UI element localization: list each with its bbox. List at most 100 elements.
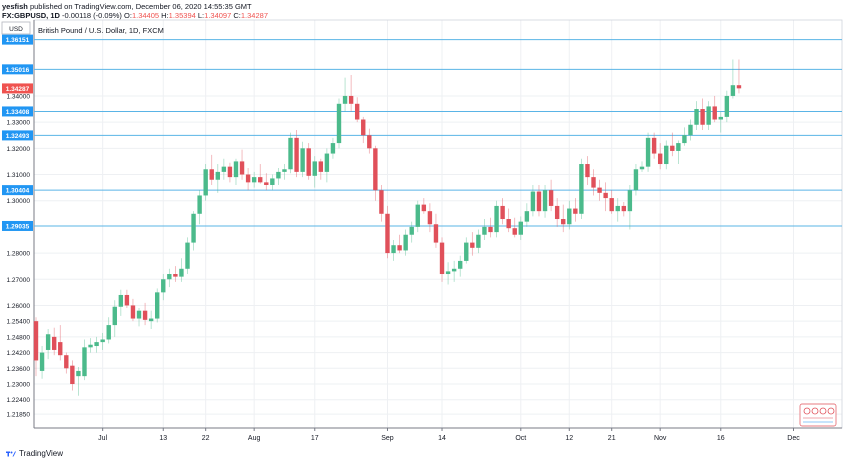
candle[interactable] xyxy=(385,205,390,259)
candle[interactable] xyxy=(173,266,178,282)
candle[interactable] xyxy=(597,179,602,201)
candle[interactable] xyxy=(633,164,639,196)
candle[interactable] xyxy=(221,158,227,180)
candle[interactable] xyxy=(161,274,166,301)
candle[interactable] xyxy=(603,182,608,212)
candle[interactable] xyxy=(567,200,572,230)
candle[interactable] xyxy=(76,366,81,396)
candle[interactable] xyxy=(112,300,117,337)
candle[interactable] xyxy=(506,208,511,233)
events-icon[interactable] xyxy=(799,403,837,427)
candle[interactable] xyxy=(251,171,257,188)
candle[interactable] xyxy=(64,352,69,374)
candle[interactable] xyxy=(100,332,105,350)
candle[interactable] xyxy=(233,158,239,185)
candle[interactable] xyxy=(373,145,378,201)
candle[interactable] xyxy=(148,310,154,330)
candle[interactable] xyxy=(155,288,160,323)
candle[interactable] xyxy=(706,101,711,130)
candle[interactable] xyxy=(227,162,233,183)
candle[interactable] xyxy=(676,140,681,165)
candle[interactable] xyxy=(312,156,317,188)
candle[interactable] xyxy=(306,143,311,180)
candle[interactable] xyxy=(694,101,699,130)
candle[interactable] xyxy=(482,219,487,240)
candle[interactable] xyxy=(391,239,396,261)
candle[interactable] xyxy=(591,169,596,196)
candle[interactable] xyxy=(270,174,275,191)
candle[interactable] xyxy=(736,59,742,94)
candle[interactable] xyxy=(718,111,723,133)
candle[interactable] xyxy=(318,158,324,180)
candle[interactable] xyxy=(45,329,51,360)
candle[interactable] xyxy=(336,98,342,149)
candle[interactable] xyxy=(609,190,614,214)
candle[interactable] xyxy=(379,184,384,222)
candle[interactable] xyxy=(361,116,366,144)
candle[interactable] xyxy=(573,198,578,222)
candle[interactable] xyxy=(82,339,87,381)
candle[interactable] xyxy=(106,317,111,344)
candle[interactable] xyxy=(512,217,517,238)
candle[interactable] xyxy=(445,262,451,285)
candle[interactable] xyxy=(203,164,208,201)
candle[interactable] xyxy=(688,119,693,141)
candle[interactable] xyxy=(585,156,590,185)
candle[interactable] xyxy=(167,268,172,288)
candle[interactable] xyxy=(324,148,330,183)
candle[interactable] xyxy=(724,90,730,123)
candle[interactable] xyxy=(179,258,184,282)
candle[interactable] xyxy=(239,149,245,180)
candle[interactable] xyxy=(427,203,433,233)
candle[interactable] xyxy=(621,202,627,217)
candle[interactable] xyxy=(488,217,493,238)
candle[interactable] xyxy=(142,302,148,326)
candle[interactable] xyxy=(70,360,75,391)
candle[interactable] xyxy=(191,211,196,251)
candle[interactable] xyxy=(88,338,93,353)
candle[interactable] xyxy=(615,198,620,222)
candle[interactable] xyxy=(542,184,548,218)
candle[interactable] xyxy=(282,164,287,180)
candle[interactable] xyxy=(124,289,130,309)
candle[interactable] xyxy=(494,200,499,238)
candle[interactable] xyxy=(354,97,360,123)
candle[interactable] xyxy=(264,173,269,191)
candle[interactable] xyxy=(657,143,663,170)
candle[interactable] xyxy=(94,336,99,353)
candle[interactable] xyxy=(415,200,420,233)
candle[interactable] xyxy=(39,346,45,379)
candle[interactable] xyxy=(712,95,717,123)
candle[interactable] xyxy=(530,184,536,217)
candle[interactable] xyxy=(536,184,542,217)
candle[interactable] xyxy=(51,327,57,356)
candle[interactable] xyxy=(58,325,63,361)
candle[interactable] xyxy=(500,198,505,225)
candle[interactable] xyxy=(197,190,202,225)
candle[interactable] xyxy=(464,237,469,264)
candle[interactable] xyxy=(439,237,445,282)
footer-brand[interactable]: TradingView xyxy=(6,449,63,458)
candle[interactable] xyxy=(294,129,299,178)
candle[interactable] xyxy=(670,132,675,157)
candle[interactable] xyxy=(548,179,554,212)
candle[interactable] xyxy=(136,308,142,327)
candle[interactable] xyxy=(348,74,354,112)
candle[interactable] xyxy=(730,59,736,99)
candle[interactable] xyxy=(700,98,705,130)
candle[interactable] xyxy=(209,154,214,185)
candle[interactable] xyxy=(118,289,124,316)
candle[interactable] xyxy=(367,128,372,154)
candle[interactable] xyxy=(664,140,669,170)
candle[interactable] xyxy=(476,229,481,254)
candle[interactable] xyxy=(579,158,584,220)
candle[interactable] xyxy=(288,132,293,174)
candle[interactable] xyxy=(451,260,457,282)
candle[interactable] xyxy=(554,198,560,227)
candle[interactable] xyxy=(258,164,263,184)
candle[interactable] xyxy=(403,229,408,256)
candle[interactable] xyxy=(682,127,687,146)
candle[interactable] xyxy=(518,216,523,240)
candle[interactable] xyxy=(276,167,281,185)
